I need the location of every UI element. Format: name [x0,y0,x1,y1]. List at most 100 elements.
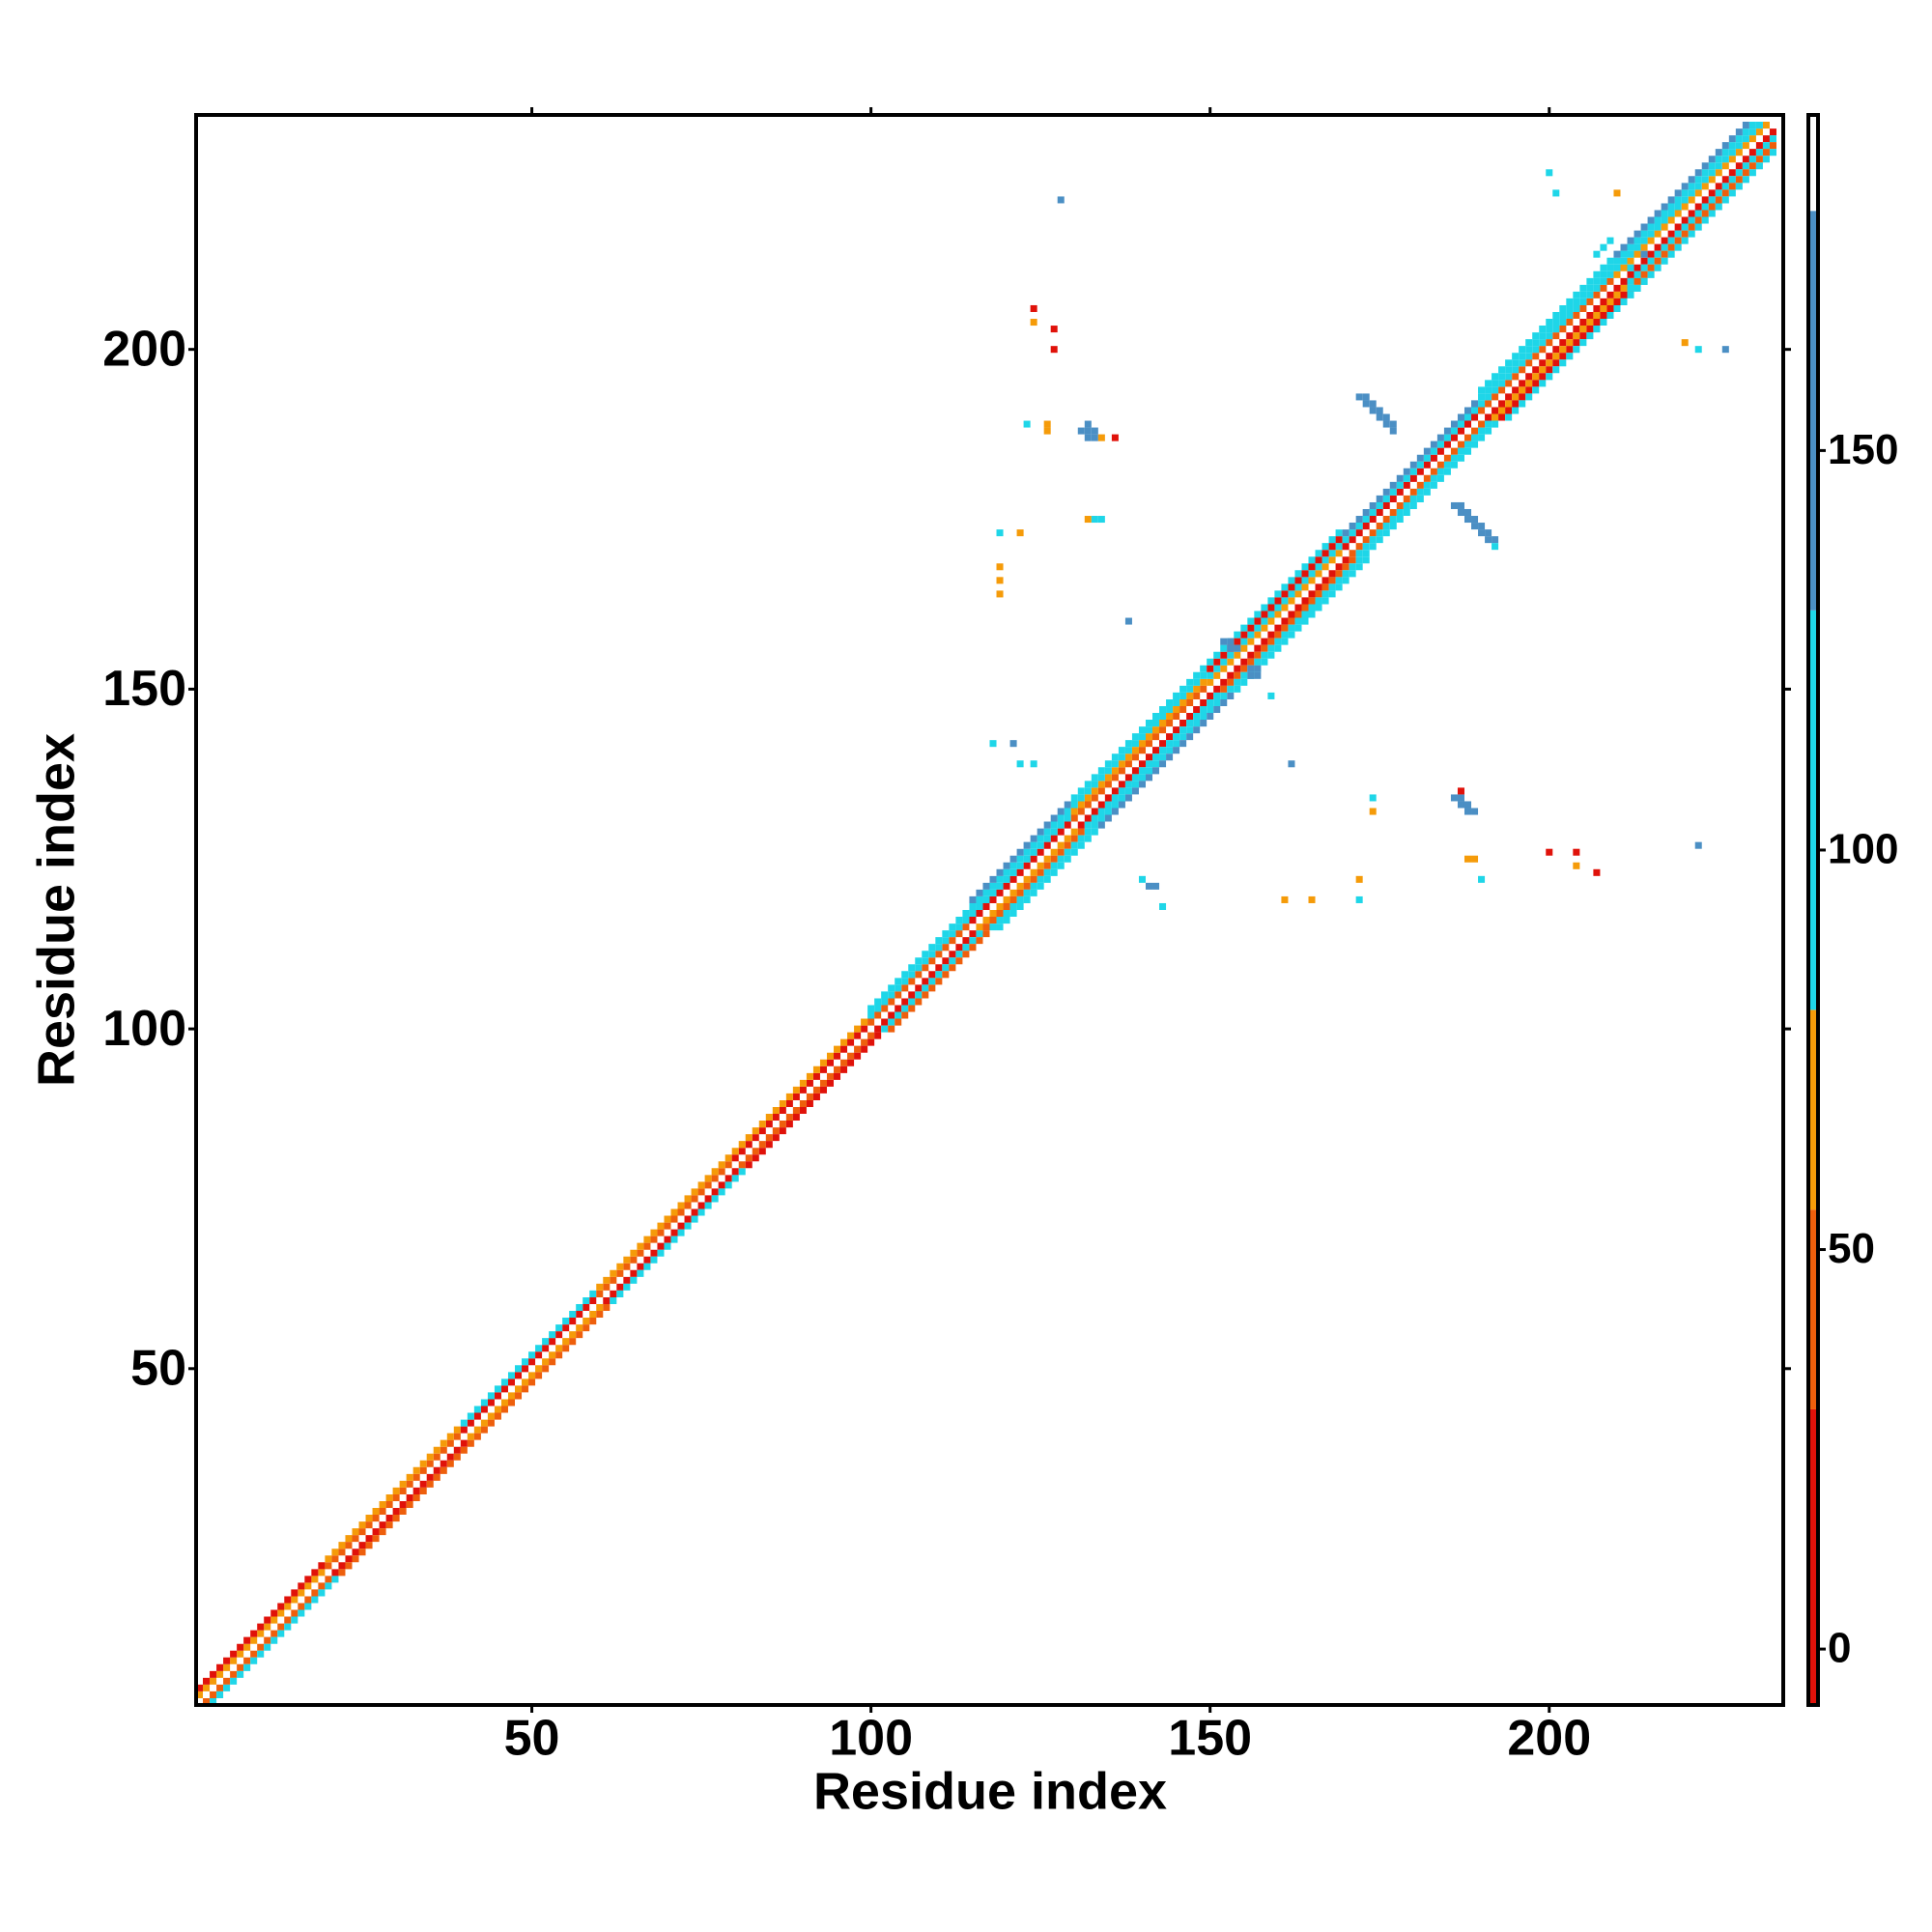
contact-cell [1613,189,1621,197]
contact-cell [1009,740,1017,748]
y-tick-label: 100 [102,1001,186,1057]
contact-cell [1023,420,1031,428]
contact-cell [1681,339,1689,347]
contact-run [460,1290,597,1427]
contact-cell [1124,617,1132,625]
contact-run [745,1032,882,1169]
contact-cell [1111,434,1119,441]
colorbar-segment [1808,1009,1818,1210]
y-tick-label: 200 [102,321,186,377]
contact-cell [1159,902,1167,910]
contact-run [596,1154,732,1291]
contact-run [196,1569,326,1698]
contact-cell [1288,760,1295,768]
colorbar-segment [1808,610,1818,1010]
contact-run [996,828,1098,931]
contact-cell [1457,508,1464,517]
y-axis-title: Residue index [27,733,85,1087]
contact-cell [996,563,1004,571]
contact-run [203,1576,332,1705]
contact-run [1620,128,1776,285]
contact-cell [1640,250,1648,258]
contact-cell [1457,787,1464,795]
heatmap-cells [196,122,1776,1705]
contact-cell [1457,501,1464,509]
contact-run [867,910,970,1012]
contact-cell [1463,516,1472,524]
contact-run [881,930,983,1033]
contact-cell [1546,169,1553,177]
contact-run [610,1168,746,1304]
contact-cell [1057,196,1065,204]
contact-cell [1463,801,1472,809]
contact-run [982,828,1085,931]
contact-run [731,1018,868,1155]
contact-cell [1362,400,1370,408]
contact-cell [1457,794,1464,802]
contact-cell [1084,427,1092,435]
contact-cell [1220,638,1228,645]
contact-cell [1369,407,1377,414]
contact-cell [1485,536,1492,544]
contact-run [969,814,1071,918]
contact-cell [1640,277,1648,285]
contact-cell [1084,434,1092,441]
contact-cell [1254,671,1262,679]
contact-cell [1227,638,1235,645]
colorbar-segment [1808,1209,1818,1409]
contact-cell [1091,427,1098,435]
contact-run [888,930,990,1033]
contact-run [210,1576,339,1705]
contact-cell [1145,882,1153,890]
contact-cell [1450,501,1458,509]
x-tick-label: 150 [1168,1711,1252,1767]
contact-run [1070,665,1208,802]
x-tick-label: 200 [1507,1711,1591,1767]
colorbar-segment [1808,211,1818,611]
contact-run [867,923,970,1026]
contact-cell [1308,895,1316,903]
contact-run [969,808,1071,910]
contact-cell [1463,808,1472,815]
contact-cell [1084,420,1092,428]
contact-run [325,1426,461,1563]
contact-cell [1050,346,1058,354]
contact-run [338,1439,474,1577]
contact-run [969,801,1071,903]
contact-cell [1471,808,1479,815]
contact-run [1613,122,1763,271]
contact-cell [1355,895,1363,903]
contact-cell [1457,801,1464,809]
contact-cell [1627,264,1634,271]
colorbar-tick-label: 100 [1828,826,1898,873]
contact-cell [1634,270,1641,278]
contact-run [969,821,1071,924]
contact-cell [1450,794,1458,802]
contact-cell [1097,516,1105,524]
contact-cell [1593,868,1601,876]
contact-run [1478,257,1614,394]
y-tick-label: 50 [130,1341,186,1397]
contact-cell [1016,760,1024,768]
contact-run [874,930,977,1033]
contact-run [1640,149,1776,285]
contact-cell [1362,393,1370,401]
contact-cell [1234,644,1241,652]
colorbar-tick-label: 50 [1828,1225,1875,1272]
contact-cell [1254,665,1262,672]
contact-run [867,917,970,1019]
contact-run [196,1562,326,1691]
contact-cell [1138,875,1146,883]
contact-cell [1281,895,1289,903]
contact-cell [1382,420,1390,428]
contact-run [1613,122,1749,258]
contact-run [1342,400,1479,537]
contact-cell [1492,536,1499,544]
contact-cell [1016,529,1024,537]
contact-cell [1097,434,1105,441]
contact-cell [1389,427,1397,435]
contact-cell [1721,346,1729,354]
contact-cell [1552,189,1560,197]
contact-run [1207,529,1343,666]
